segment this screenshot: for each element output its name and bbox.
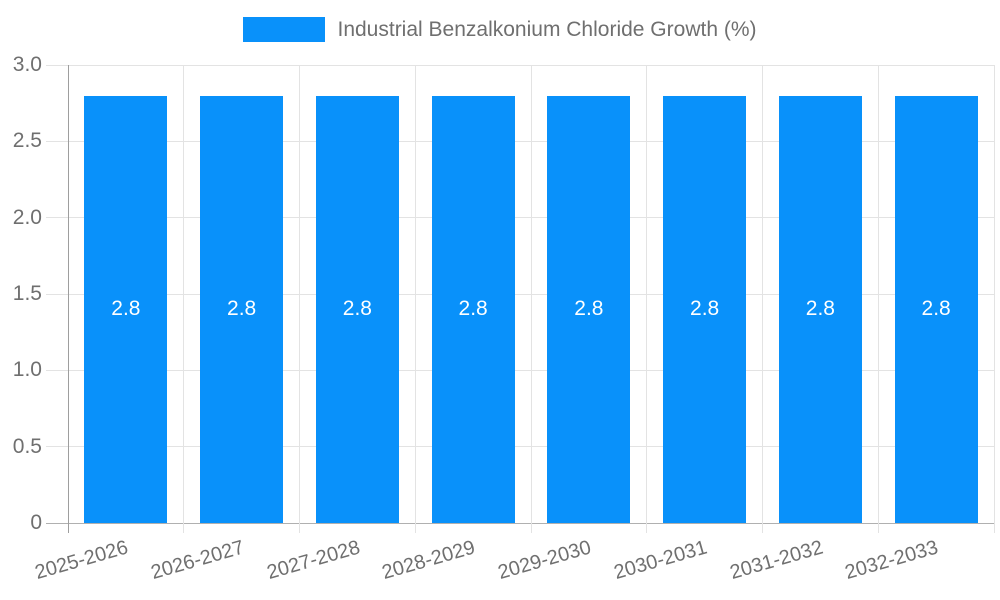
bar-value-label: 2.8: [342, 297, 372, 321]
y-tick-label: 3.0: [12, 53, 42, 76]
x-axis-line: [46, 522, 994, 524]
gridline-horizontal: [46, 446, 994, 448]
legend-label: Industrial Benzalkonium Chloride Growth …: [337, 17, 757, 41]
bar-value-label: 2.8: [921, 297, 951, 321]
gridline-horizontal: [46, 64, 994, 66]
y-tick-label: 1.5: [12, 282, 42, 305]
gridline-vertical: [877, 65, 879, 533]
x-tick-label: 2031-2032: [727, 536, 826, 584]
x-tick-label: 2027-2028: [264, 536, 363, 584]
gridline-horizontal: [46, 140, 994, 142]
bar-value-label: 2.8: [574, 297, 604, 321]
bar-value-label: 2.8: [458, 297, 488, 321]
bar[interactable]: 2.8: [547, 95, 631, 523]
gridline-horizontal: [46, 369, 994, 371]
y-tick-label: 0.5: [12, 434, 42, 458]
bar-value-label: 2.8: [111, 297, 141, 321]
gridline-vertical: [762, 65, 763, 533]
bar[interactable]: 2.8: [431, 95, 515, 523]
x-tick-label: 2025-2026: [32, 536, 131, 584]
y-tick-label: 2.5: [12, 129, 42, 153]
bar[interactable]: 2.8: [894, 95, 978, 523]
gridline-horizontal: [46, 217, 994, 219]
gridline-vertical: [183, 65, 185, 533]
bar-value-label: 2.8: [227, 297, 257, 321]
y-tick-label: 1.0: [12, 358, 42, 382]
bar[interactable]: 2.8: [778, 95, 862, 523]
bar-value-label: 2.8: [805, 297, 835, 321]
x-tick-label: 2029-2030: [495, 536, 594, 584]
bar[interactable]: 2.8: [315, 95, 399, 523]
bar[interactable]: 2.8: [663, 95, 747, 523]
gridline-vertical: [414, 65, 416, 533]
legend: Industrial Benzalkonium Chloride Growth …: [0, 17, 1000, 42]
bar-value-label: 2.8: [690, 297, 720, 321]
y-tick-label: 0: [30, 511, 42, 534]
x-tick-label: 2028-2029: [380, 536, 479, 584]
bar[interactable]: 2.8: [200, 95, 284, 523]
gridline-vertical: [993, 65, 995, 533]
legend-swatch: [243, 17, 326, 42]
y-axis-line: [67, 65, 69, 533]
x-tick-label: 2026-2027: [148, 536, 247, 584]
gridline-vertical: [299, 65, 300, 533]
gridline-vertical: [530, 65, 532, 533]
gridline-vertical: [646, 65, 648, 533]
bar[interactable]: 2.8: [84, 95, 168, 523]
x-tick-label: 2030-2031: [611, 536, 710, 584]
x-tick-label: 2032-2033: [843, 536, 942, 584]
y-tick-label: 2.0: [12, 205, 42, 229]
gridline-horizontal: [46, 293, 994, 295]
